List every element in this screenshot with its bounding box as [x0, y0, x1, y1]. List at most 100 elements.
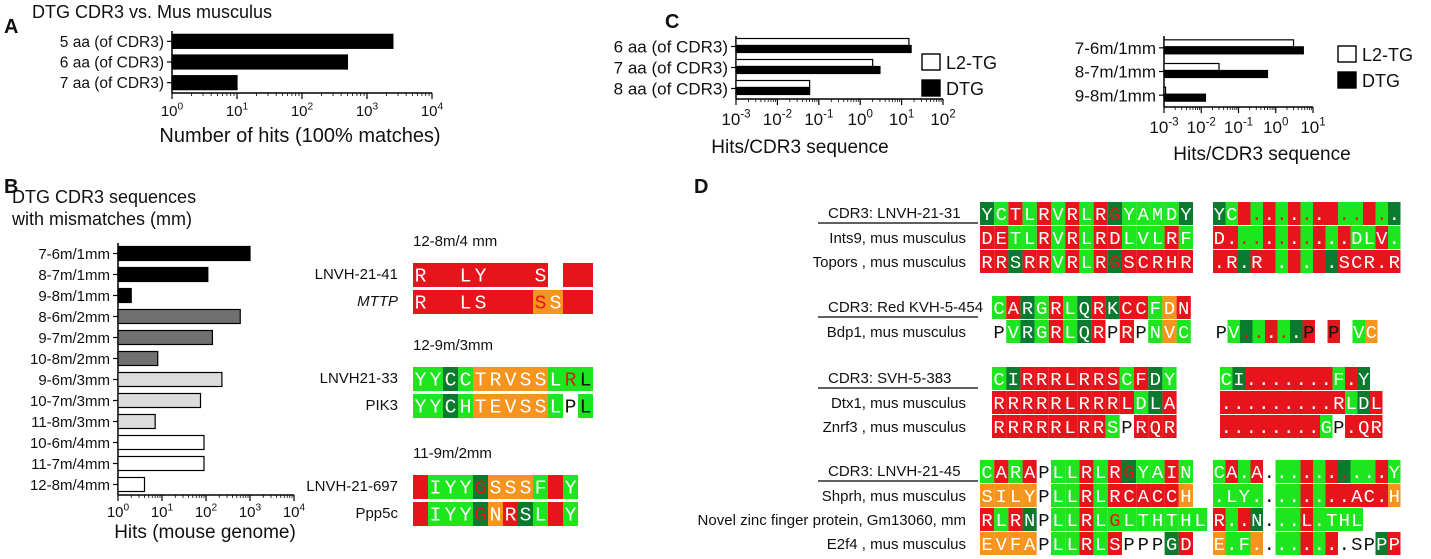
residue-letter: A: [1008, 298, 1020, 320]
residue-letter: Y: [981, 204, 992, 226]
chart-c2-x-tick-label: 10-2: [1187, 116, 1216, 137]
chart-a-xlabel: Number of hits (100% matches): [159, 125, 440, 147]
residue-letter: C: [1166, 486, 1177, 508]
residue-cell: [1105, 296, 1120, 319]
panel-label-a: A: [4, 16, 18, 38]
residue-letter: Y: [415, 397, 427, 419]
residue-letter: .: [1321, 369, 1332, 391]
residue-cell: [1119, 391, 1134, 414]
residue-letter: L: [1194, 510, 1205, 532]
residue-letter: L: [1052, 534, 1063, 556]
residue-cell: [1350, 532, 1363, 555]
residue-cell: [1313, 460, 1326, 483]
residue-cell: [1250, 226, 1263, 249]
residue-letter: .: [1301, 534, 1312, 556]
residue-cell: [458, 290, 473, 314]
residue-cell: [1282, 367, 1295, 390]
alignment-d-label: E2f4 , mus musculus: [827, 536, 966, 553]
residue-letter: A: [996, 462, 1008, 484]
residue-letter: R: [1067, 252, 1078, 274]
residue-cell: [1122, 460, 1137, 483]
residue-cell: [1079, 508, 1094, 531]
residue-cell: [518, 394, 533, 418]
residue-cell: [1048, 296, 1063, 319]
residue-cell: [1363, 250, 1376, 273]
residue-letter: H: [460, 397, 472, 419]
residue-cell: [1107, 484, 1122, 507]
residue-letter: R: [1038, 204, 1049, 226]
residue-cell: [1213, 508, 1226, 531]
residue-cell: [1119, 320, 1134, 343]
residue-letter: P: [565, 397, 577, 419]
residue-cell: [1051, 202, 1066, 225]
residue-cell: [1375, 484, 1388, 507]
residue-cell: [1250, 508, 1263, 531]
chart-c1-bar-l2-tg: [735, 58, 874, 68]
residue-letter: .: [1264, 534, 1275, 556]
residue-letter: R: [1010, 510, 1021, 532]
residue-cell: [1300, 484, 1313, 507]
residue-letter: .: [1283, 369, 1294, 391]
residue-letter: R: [1079, 369, 1090, 391]
residue-letter: L: [1346, 393, 1357, 415]
residue-cell: [548, 394, 563, 418]
residue-letter: .: [1264, 510, 1275, 532]
residue-cell: [1008, 250, 1023, 273]
residue-letter: A: [550, 505, 562, 527]
residue-cell: [1282, 415, 1295, 438]
residue-cell: [1338, 484, 1351, 507]
residue-cell: [1288, 484, 1301, 507]
residue-cell: [1250, 202, 1263, 225]
residue-cell: [1107, 226, 1122, 249]
residue-cell: [1277, 320, 1290, 343]
residue-letter: V: [1376, 228, 1388, 250]
residue-letter: .: [1339, 462, 1350, 484]
residue-cell: [1295, 367, 1308, 390]
residue-cell: [1008, 508, 1023, 531]
residue-letter: D: [1150, 369, 1161, 391]
chart-c2-x-tick-label: 10-3: [1149, 116, 1178, 137]
chart-c1-category-label: 6 aa (of CDR3): [614, 38, 728, 57]
residue-cell: [1122, 226, 1137, 249]
residue-letter: .: [1276, 252, 1287, 274]
chart-c1-legend-label: L2-TG: [946, 53, 997, 73]
residue-cell: [1093, 484, 1108, 507]
residue-letter: C: [1178, 322, 1189, 344]
residue-cell: [1148, 320, 1163, 343]
residue-cell: [473, 502, 488, 526]
residue-cell: [1022, 484, 1037, 507]
residue-cell: [1388, 202, 1401, 225]
residue-cell: [458, 394, 473, 418]
residue-cell: [1215, 320, 1228, 343]
residue-letter: R: [1093, 322, 1104, 344]
residue-cell: [980, 226, 995, 249]
residue-cell: [1077, 415, 1092, 438]
residue-letter: P: [1038, 510, 1049, 532]
residue-letter: S: [475, 293, 487, 315]
residue-cell: [1263, 460, 1276, 483]
residue-cell: [548, 502, 563, 526]
residue-cell: [1091, 296, 1106, 319]
residue-letter: .: [1251, 228, 1262, 250]
residue-letter: S: [520, 370, 532, 392]
residue-letter: .: [1376, 204, 1387, 226]
residue-letter: R: [1251, 252, 1262, 274]
residue-cell: [518, 290, 533, 314]
panel-label-b: B: [4, 176, 18, 198]
residue-letter: .: [1251, 534, 1262, 556]
residue-cell: [1313, 202, 1326, 225]
residue-letter: .: [1289, 510, 1300, 532]
residue-cell: [1093, 202, 1108, 225]
residue-letter: R: [1022, 322, 1033, 344]
residue-letter: R: [1109, 462, 1120, 484]
residue-letter: C: [1152, 486, 1163, 508]
residue-cell: [1307, 391, 1320, 414]
residue-letter: R: [1036, 369, 1047, 391]
residue-letter: L: [460, 266, 472, 288]
chart-a-x-tick-label: 103: [356, 101, 379, 120]
residue-letter: P: [1303, 322, 1314, 344]
